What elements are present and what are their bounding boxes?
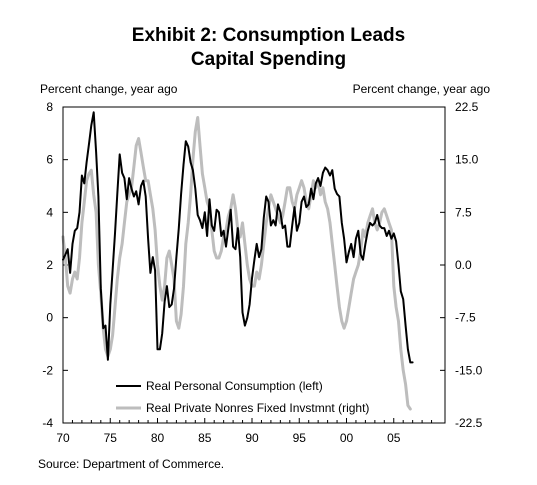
right-tick-label: -22.5 [455,416,483,430]
left-tick-label: 0 [46,311,53,325]
x-tick-label: 80 [151,431,165,445]
left-tick-label: 4 [46,205,53,219]
x-tick-label: 00 [340,431,354,445]
x-tick-label: 85 [198,431,212,445]
right-tick-label: 7.5 [455,205,472,219]
series-line-consumption [62,111,414,364]
right-tick-label: -15.0 [455,363,483,377]
right-tick-label: 15.0 [455,153,479,167]
left-tick-label: 2 [46,258,53,272]
chart-title-line2: Capital Spending [190,49,347,70]
left-tick-label: -2 [42,363,53,377]
x-tick-label: 75 [104,431,118,445]
legend-label: Real Personal Consumption (left) [146,379,323,393]
legend-label: Real Private Nonres Fixed Invstmnt (righ… [146,401,369,415]
legend: Real Personal Consumption (left) Real Pri… [116,379,369,415]
tick-labels: 8 6 4 2 0 -2 -4 22.5 15.0 7.5 0.0 -7.5 -15.0 -22.5 70 7… [42,100,482,445]
left-axis-title: Percent change, year ago [40,82,178,96]
right-tick-label: -7.5 [455,311,476,325]
series-line-investment [61,116,412,411]
source-note: Source: Department of Commerce. [38,457,225,471]
chart-title-line1: Exhibit 2: Consumption Leads [131,25,406,46]
x-tick-label: 70 [56,431,70,445]
x-tick-label: 95 [293,431,307,445]
series-lines [61,111,414,411]
x-tick-label: 05 [387,431,401,445]
right-tick-label: 22.5 [455,100,479,114]
right-tick-label: 0.0 [455,258,472,272]
chart-title: Exhibit 2: Consumption Leads Capital Spe… [0,24,537,72]
left-tick-label: -4 [42,416,53,430]
plot-area-frame [62,106,446,424]
x-tick-label: 90 [245,431,259,445]
left-tick-label: 8 [46,100,53,114]
left-tick-label: 6 [46,153,53,167]
right-axis-title: Percent change, year ago [352,82,490,96]
